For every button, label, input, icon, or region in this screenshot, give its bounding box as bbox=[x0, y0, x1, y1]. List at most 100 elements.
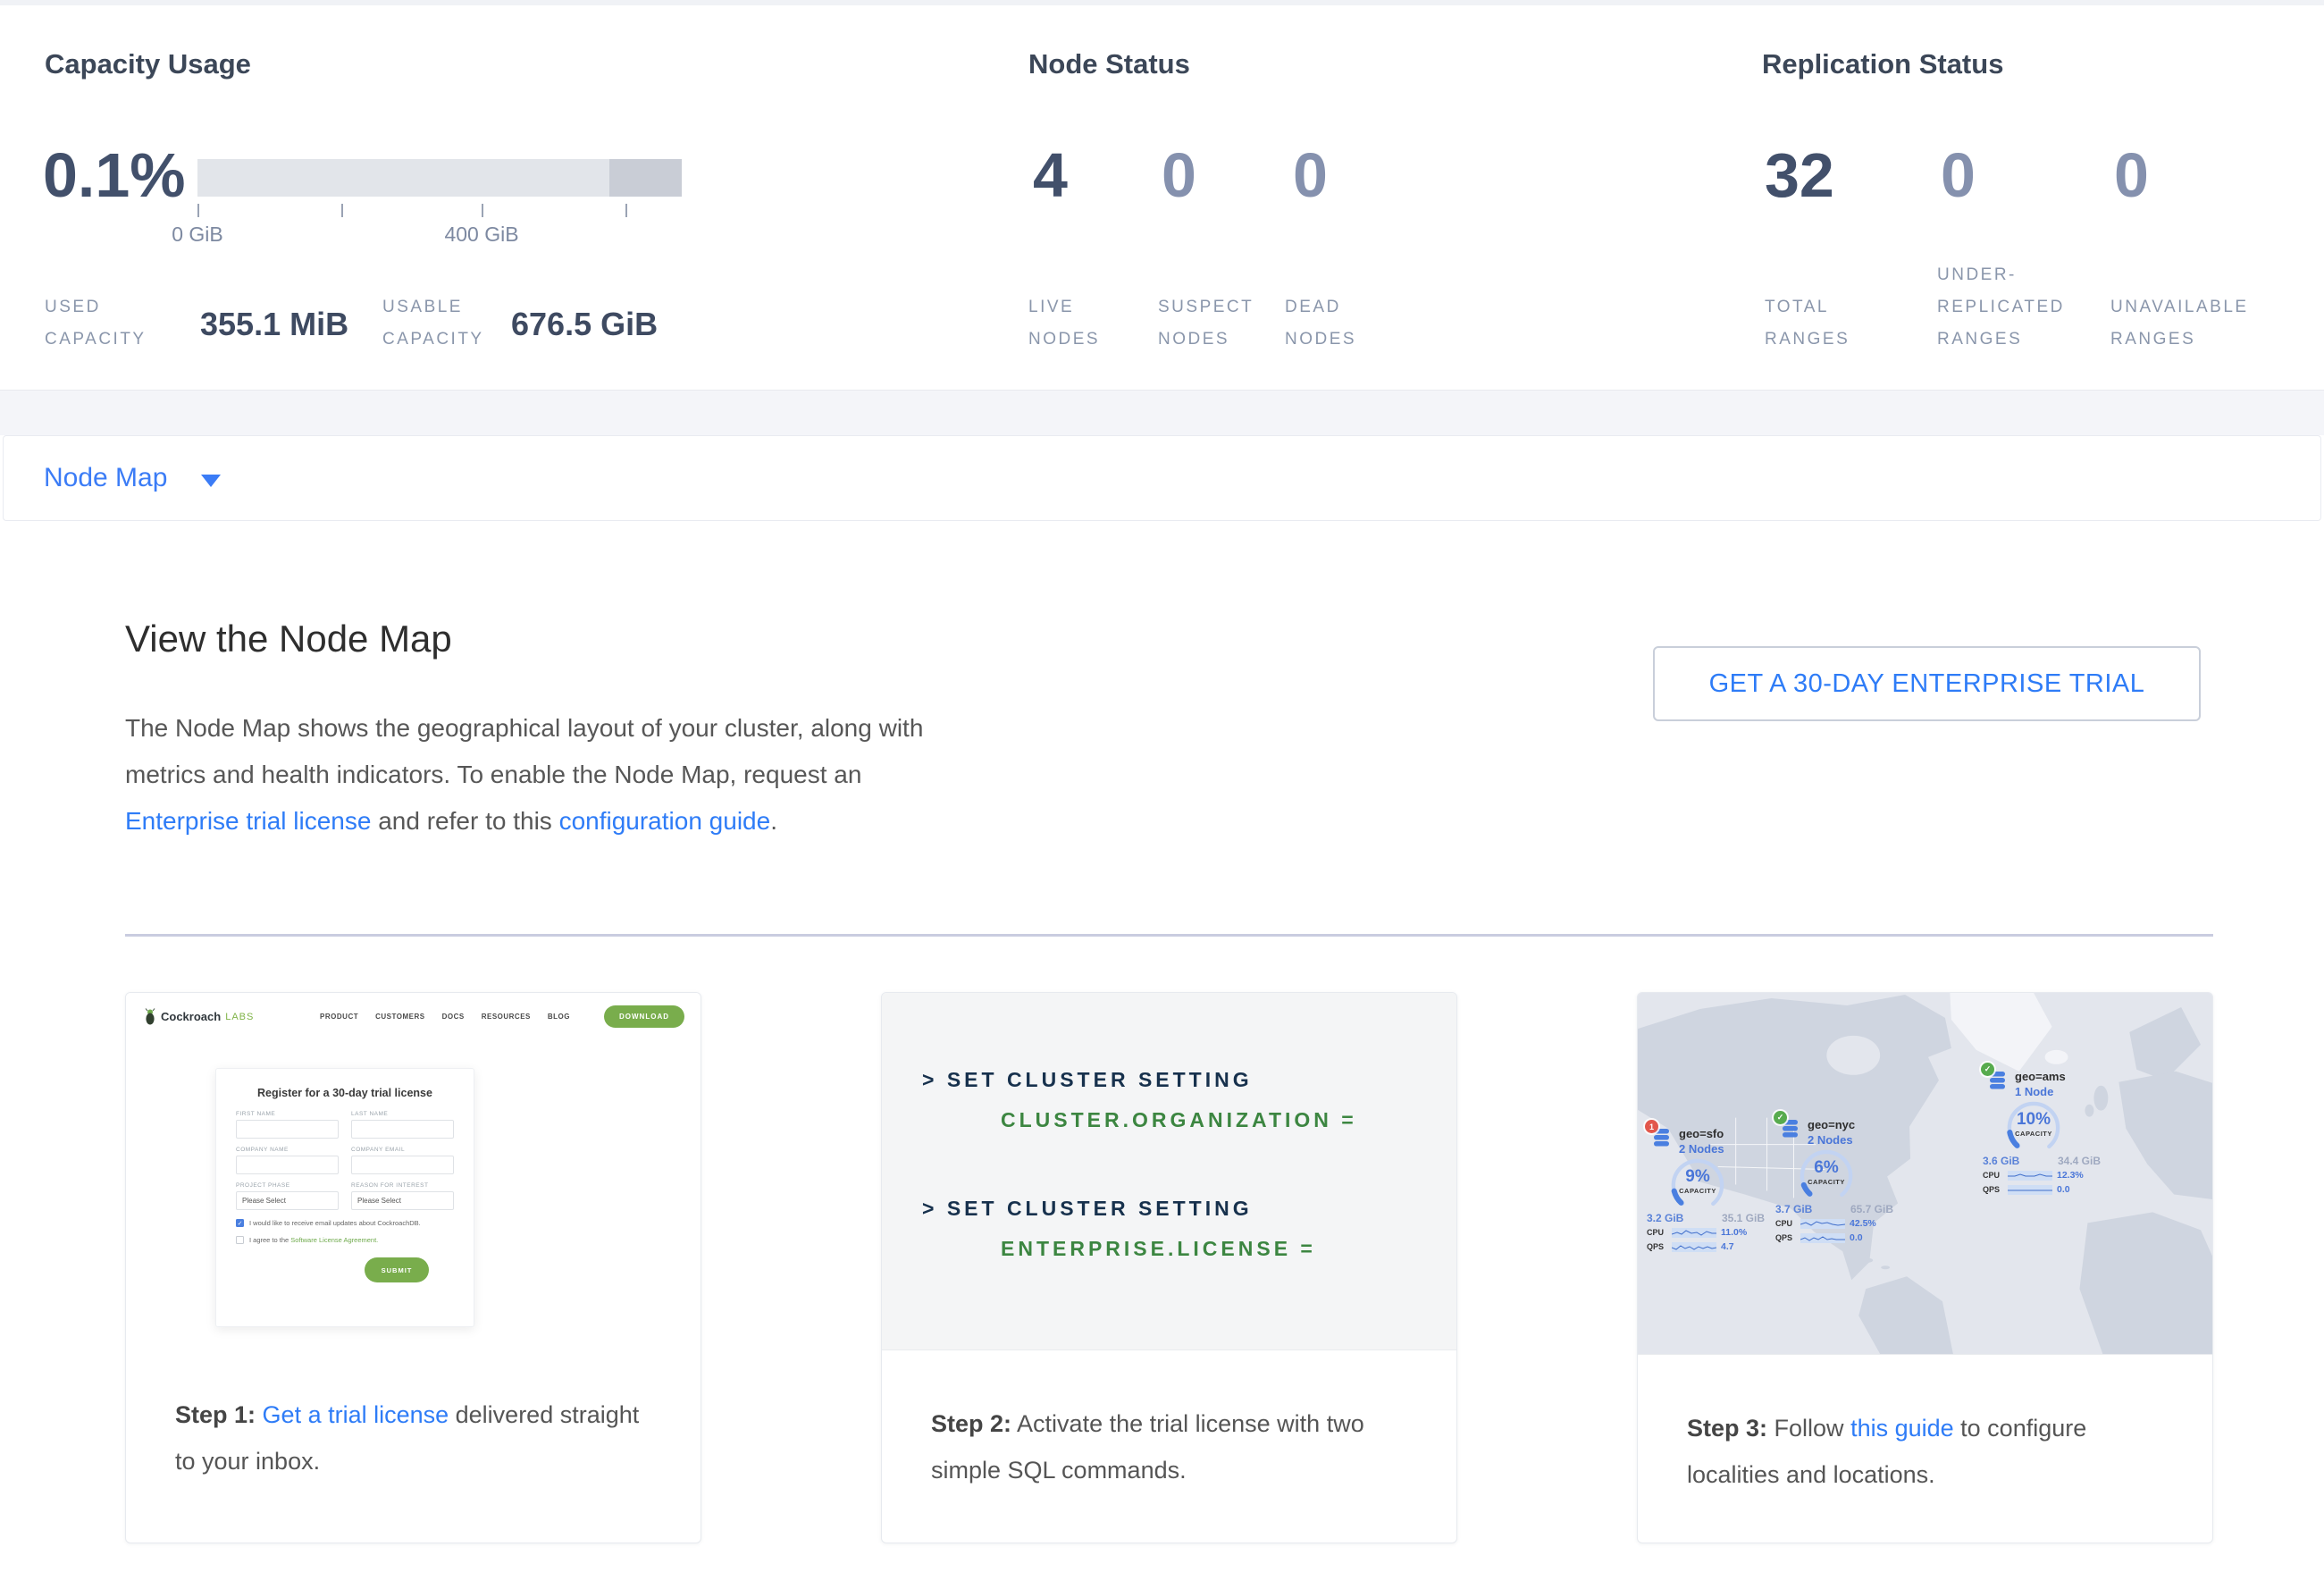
get-enterprise-trial-button[interactable]: GET A 30-DAY ENTERPRISE TRIAL bbox=[1653, 646, 2201, 721]
field-label: COMPANY NAME bbox=[236, 1147, 289, 1153]
step3-caption: Step 3: Follow this guide to configure l… bbox=[1638, 1355, 2212, 1498]
cpu-sparkline bbox=[1672, 1227, 1716, 1238]
live-nodes-label: LIVE NODES bbox=[1028, 298, 1101, 349]
error-count-badge: 1 bbox=[1645, 1120, 1658, 1133]
nav-product: PRODUCT bbox=[320, 1013, 359, 1021]
dead-nodes-label: DEAD NODES bbox=[1285, 298, 1357, 349]
qps-sparkline bbox=[1800, 1232, 1845, 1243]
axis-tick bbox=[482, 204, 483, 217]
cpu-sparkline bbox=[1800, 1218, 1845, 1229]
usable-capacity-label: USABLE CAPACITY bbox=[382, 298, 484, 349]
license-agreement-link: Software License Agreement. bbox=[290, 1236, 379, 1244]
capacity-percent: 9% bbox=[1685, 1167, 1710, 1186]
capacity-usage-title: Capacity Usage bbox=[45, 48, 251, 80]
axis-tick-label: 0 GiB bbox=[172, 223, 223, 246]
total-capacity: 65.7 GiB bbox=[1850, 1203, 1893, 1215]
total-ranges-count: 32 bbox=[1765, 140, 1834, 210]
suspect-nodes-label: SUSPECT NODES bbox=[1158, 298, 1254, 349]
axis-tick bbox=[625, 204, 627, 217]
total-ranges-label: TOTAL RANGES bbox=[1765, 298, 1850, 349]
minisite-header: Cockroach LABS PRODUCT CUSTOMERS DOCS RE… bbox=[144, 1005, 684, 1028]
locality-header: 1 geo=sfo 2 Nodes bbox=[1645, 1120, 1786, 1156]
enterprise-trial-license-link[interactable]: Enterprise trial license bbox=[125, 807, 372, 835]
healthy-check-icon: ✓ bbox=[1981, 1063, 1994, 1076]
under-replicated-count: 0 bbox=[1941, 140, 1976, 210]
used-capacity: 3.6 GiB bbox=[1983, 1155, 2020, 1167]
cpu-row: CPU 12.3% bbox=[1983, 1170, 2117, 1181]
trial-registration-screenshot: Cockroach LABS PRODUCT CUSTOMERS DOCS RE… bbox=[126, 993, 701, 1341]
steps-cards: Cockroach LABS PRODUCT CUSTOMERS DOCS RE… bbox=[125, 992, 2213, 1543]
last-name-input bbox=[351, 1120, 454, 1139]
checkbox-label: I agree to the Software License Agreemen… bbox=[249, 1236, 378, 1244]
email-updates-checkbox-row: ✓ I would like to receive email updates … bbox=[236, 1219, 454, 1227]
sql-setting: CLUSTER.ORGANIZATION = bbox=[1001, 1108, 1357, 1131]
field-label: REASON FOR INTEREST bbox=[351, 1182, 429, 1189]
capacity-bar-segment bbox=[608, 159, 682, 197]
chevron-down-icon bbox=[201, 474, 222, 487]
sql-prompt: > SET CLUSTER SETTING bbox=[922, 1068, 1253, 1091]
field-label: PROJECT PHASE bbox=[236, 1182, 290, 1189]
nav-docs: DOCS bbox=[441, 1013, 465, 1021]
unavailable-count: 0 bbox=[2114, 140, 2149, 210]
capacity-gauge: 9% CAPACITY bbox=[1666, 1154, 1729, 1216]
project-phase-select: Please Select bbox=[236, 1191, 339, 1210]
step1-label: Step 1: bbox=[175, 1401, 256, 1428]
qps-row: QPS 4.7 bbox=[1647, 1241, 1781, 1252]
configuration-guide-link[interactable]: configuration guide bbox=[558, 807, 771, 835]
used-capacity: 3.2 GiB bbox=[1647, 1212, 1684, 1224]
reason-select: Please Select bbox=[351, 1191, 454, 1210]
page-title: View the Node Map bbox=[125, 618, 452, 660]
capacity-gauge: 10% CAPACITY bbox=[2002, 1097, 2065, 1159]
step3-card: 1 geo=sfo 2 Nodes 9% CAPACITY bbox=[1637, 992, 2213, 1543]
world-map bbox=[1638, 993, 2212, 1354]
step2-caption: Step 2: Activate the trial license with … bbox=[882, 1350, 1456, 1493]
this-guide-link[interactable]: this guide bbox=[1850, 1415, 1954, 1442]
unavailable-label: UNAVAILABLE RANGES bbox=[2110, 298, 2249, 349]
live-nodes-count: 4 bbox=[1033, 140, 1068, 210]
step3-label: Step 3: bbox=[1687, 1415, 1768, 1442]
intro-text: The Node Map shows the geographical layo… bbox=[125, 714, 924, 788]
form-field: COMPANY NAME bbox=[236, 1147, 339, 1174]
capacity-percent: 10% bbox=[2016, 1110, 2051, 1129]
form-title: Register for a 30-day trial license bbox=[257, 1087, 432, 1099]
database-icon: 1 bbox=[1645, 1120, 1672, 1148]
dead-nodes-count: 0 bbox=[1293, 140, 1328, 210]
sql-commands-block: > SET CLUSTER SETTING CLUSTER.ORGANIZATI… bbox=[882, 993, 1456, 1350]
cpu-label: CPU bbox=[1983, 1171, 2001, 1180]
step3-text: to configure localities and locations. bbox=[1687, 1415, 2087, 1488]
capacity-usage-bar bbox=[197, 159, 682, 197]
get-trial-license-link[interactable]: Get a trial license bbox=[262, 1401, 449, 1428]
capacity-range: 3.7 GiB 65.7 GiB bbox=[1775, 1203, 1893, 1215]
total-capacity: 34.4 GiB bbox=[2057, 1155, 2101, 1167]
replication-status-title: Replication Status bbox=[1762, 48, 2004, 80]
cpu-label: CPU bbox=[1647, 1228, 1665, 1237]
qps-row: QPS 0.0 bbox=[1775, 1232, 1909, 1243]
sql-setting: ENTERPRISE.LICENSE = bbox=[1001, 1237, 1316, 1260]
locality-ams: ✓ geo=ams 1 Node 10% CAPACITY bbox=[1981, 1063, 2122, 1195]
panel-gap bbox=[0, 391, 2324, 435]
axis-tick-label: 400 GiB bbox=[444, 223, 519, 246]
nodemap-dropdown[interactable]: Node Map bbox=[3, 435, 2321, 521]
step1-card: Cockroach LABS PRODUCT CUSTOMERS DOCS RE… bbox=[125, 992, 701, 1543]
sql-prompt: > SET CLUSTER SETTING bbox=[922, 1197, 1253, 1220]
intro-text: and refer to this bbox=[371, 807, 559, 835]
total-capacity: 35.1 GiB bbox=[1721, 1212, 1765, 1224]
locality-name: geo=sfo bbox=[1679, 1127, 1724, 1140]
first-name-input bbox=[236, 1120, 339, 1139]
under-replicated-label: UNDER- REPLICATED RANGES bbox=[1937, 265, 2065, 349]
used-capacity-label: USED CAPACITY bbox=[45, 298, 147, 349]
capacity-percent: 6% bbox=[1814, 1158, 1839, 1177]
checkbox-label: I would like to receive email updates ab… bbox=[249, 1219, 421, 1227]
cpu-row: CPU 42.5% bbox=[1775, 1218, 1909, 1229]
capacity-label: CAPACITY bbox=[1808, 1178, 1845, 1186]
minisite-nav: PRODUCT CUSTOMERS DOCS RESOURCES BLOG DO… bbox=[320, 1005, 684, 1028]
cockroach-icon bbox=[145, 1008, 155, 1025]
capacity-label: CAPACITY bbox=[1679, 1187, 1716, 1195]
step2-label: Step 2: bbox=[931, 1410, 1012, 1437]
checkbox-text: I agree to the bbox=[249, 1236, 291, 1244]
intro-paragraph: The Node Map shows the geographical layo… bbox=[125, 705, 974, 845]
qps-sparkline bbox=[2008, 1184, 2052, 1195]
form-field: PROJECT PHASE Please Select bbox=[236, 1182, 339, 1210]
nodemap-preview: 1 geo=sfo 2 Nodes 9% CAPACITY bbox=[1638, 993, 2212, 1355]
nodemap-enterprise-content: View the Node Map The Node Map shows the… bbox=[0, 521, 2324, 1588]
